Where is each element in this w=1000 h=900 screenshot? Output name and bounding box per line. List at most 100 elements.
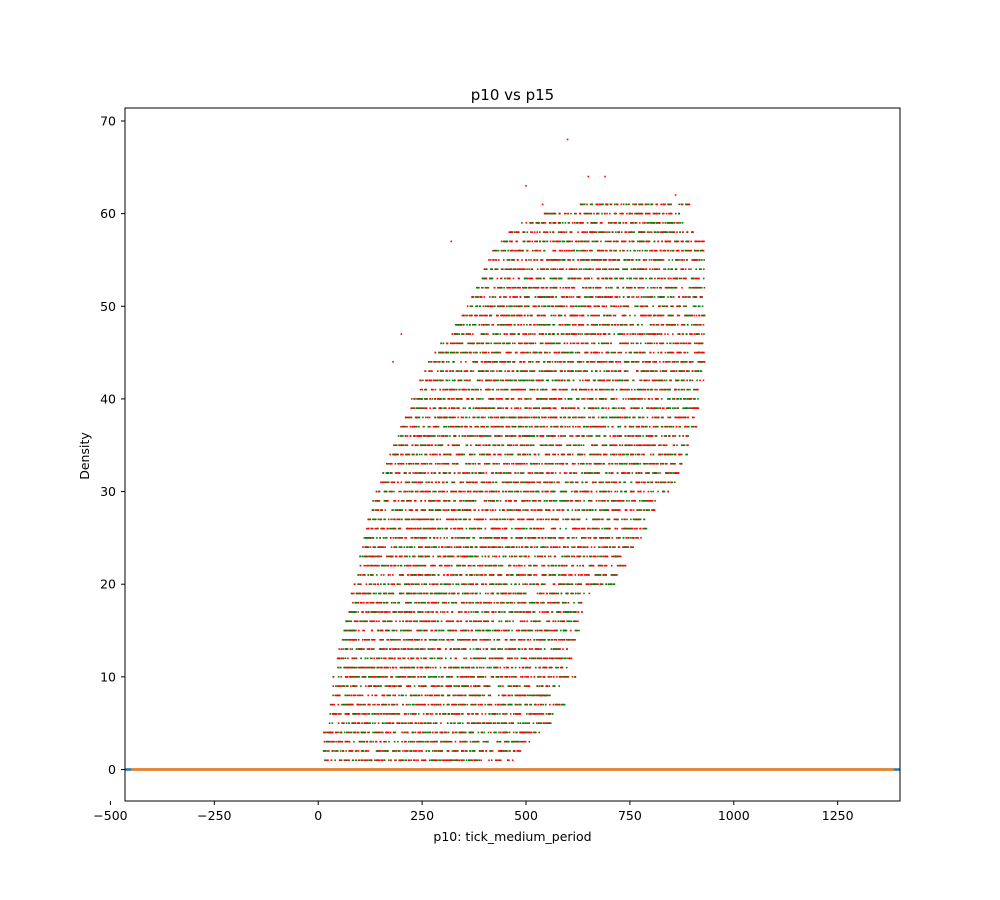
scatter-point — [433, 750, 436, 752]
scatter-point — [332, 676, 335, 678]
scatter-point — [388, 694, 390, 697]
scatter-point — [499, 740, 502, 743]
scatter-point — [464, 537, 466, 539]
scatter-point — [393, 703, 396, 706]
scatter-point — [407, 750, 409, 752]
scatter-point — [523, 629, 525, 632]
scatter-point — [496, 740, 499, 743]
scatter-point — [349, 685, 352, 687]
scatter-point — [430, 740, 432, 743]
scatter-point — [412, 750, 415, 752]
scatter-point — [555, 629, 558, 632]
scatter-point — [537, 694, 540, 697]
scatter-point — [471, 703, 474, 706]
scatter-point — [348, 611, 351, 613]
scatter-point — [508, 685, 511, 687]
scatter-point — [440, 620, 443, 623]
scatter-point — [516, 731, 518, 734]
scatter-point — [461, 685, 463, 687]
scatter-point — [511, 574, 514, 576]
scatter-point — [398, 546, 401, 548]
scatter-point — [383, 759, 385, 762]
scatter-point — [479, 629, 482, 632]
scatter-point — [533, 601, 536, 604]
scatter-point — [565, 666, 568, 669]
scatter-point — [573, 555, 576, 558]
scatter-point — [533, 694, 536, 697]
scatter-point — [423, 601, 425, 604]
scatter-point — [449, 629, 451, 632]
scatter-point — [471, 722, 474, 724]
scatter-point — [486, 611, 488, 613]
scatter-point — [423, 759, 425, 762]
scatter-point — [335, 685, 337, 687]
scatter-point — [367, 666, 370, 669]
scatter-point — [541, 537, 544, 539]
scatter-point — [495, 546, 498, 548]
scatter-point — [461, 555, 464, 558]
scatter-point — [338, 685, 340, 687]
scatter-point — [560, 629, 562, 632]
scatter-point — [484, 638, 487, 641]
scatter-point — [425, 713, 428, 715]
scatter-point — [378, 657, 381, 660]
scatter-point — [589, 537, 592, 539]
scatter-point — [365, 638, 367, 641]
scatter-point — [377, 722, 380, 724]
scatter-point — [545, 629, 547, 632]
scatter-point — [398, 537, 401, 539]
scatter-point — [547, 676, 550, 678]
scatter-point — [388, 592, 390, 595]
scatter-point — [539, 703, 542, 706]
scatter-point — [441, 685, 444, 687]
scatter-point — [450, 657, 452, 660]
scatter-point — [372, 731, 374, 734]
scatter-point — [584, 546, 586, 548]
scatter-point — [431, 740, 433, 743]
scatter-point — [418, 750, 420, 752]
scatter-point — [451, 713, 454, 715]
scatter-point — [372, 601, 375, 604]
scatter-point — [407, 703, 409, 706]
scatter-point — [446, 750, 449, 752]
scatter-point — [571, 676, 574, 678]
scatter-point — [514, 750, 516, 752]
scatter-point — [532, 722, 535, 724]
scatter-point — [511, 657, 514, 660]
scatter-point — [399, 583, 401, 586]
scatter-point — [374, 546, 377, 548]
scatter-point — [474, 657, 476, 660]
scatter-point — [455, 629, 458, 632]
scatter-point — [399, 527, 402, 530]
scatter-point — [499, 583, 501, 586]
scatter-point — [477, 685, 480, 687]
scatter-point — [347, 731, 350, 734]
scatter-point — [461, 629, 463, 632]
scatter-point — [606, 555, 609, 558]
scatter-point — [345, 750, 348, 752]
scatter-point — [521, 564, 523, 567]
scatter-point — [544, 583, 546, 586]
scatter-point — [382, 638, 384, 641]
scatter-point — [496, 592, 498, 595]
scatter-point — [583, 555, 586, 558]
scatter-point — [515, 629, 518, 632]
scatter-point — [426, 546, 429, 548]
scatter-point — [609, 527, 611, 530]
scatter-point — [477, 555, 479, 558]
scatter-point — [437, 620, 440, 623]
scatter-point — [422, 676, 425, 678]
scatter-point — [562, 583, 564, 586]
scatter-point — [503, 629, 505, 632]
scatter-point — [571, 583, 574, 586]
scatter-point — [616, 574, 618, 576]
scatter-point — [504, 611, 506, 613]
scatter-point — [511, 740, 514, 743]
scatter-point — [365, 759, 367, 762]
scatter-point — [415, 564, 417, 567]
scatter-point — [434, 601, 437, 604]
scatter-point — [361, 731, 364, 734]
scatter-point — [420, 750, 423, 752]
scatter-point — [570, 657, 573, 660]
scatter-point — [444, 546, 446, 548]
